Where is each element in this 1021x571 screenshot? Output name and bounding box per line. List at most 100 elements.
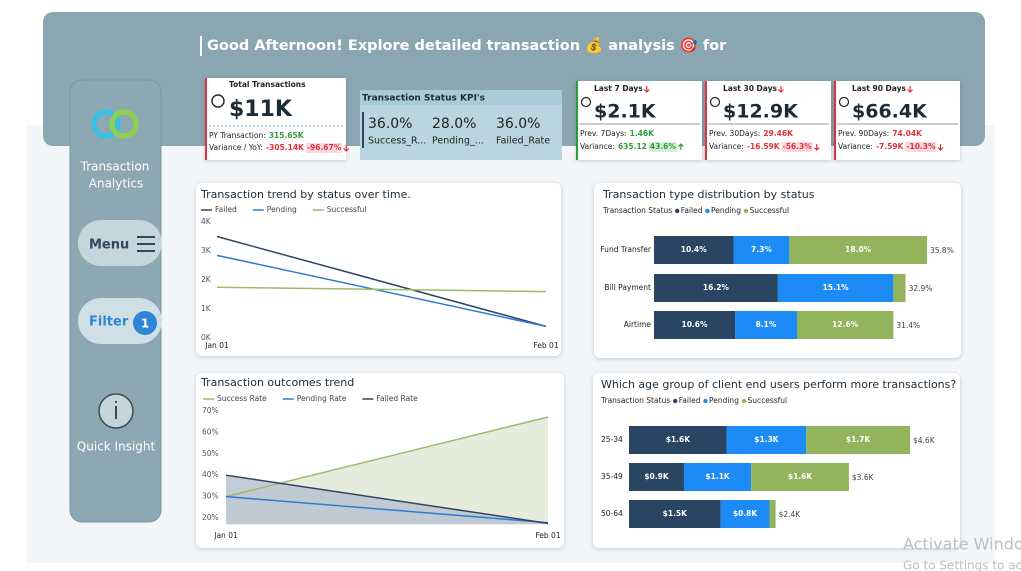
total-label: 32.9% <box>909 284 933 293</box>
bar-segment <box>797 311 894 339</box>
kpi-value: 74.04K <box>892 129 923 138</box>
card-value: $2.1K <box>594 101 657 123</box>
x-tick-label: Feb 01 <box>533 341 558 350</box>
bar-segment <box>733 236 790 264</box>
menu-label[interactable]: Menu <box>89 238 129 253</box>
status-kpi-label: Pending_... <box>432 136 484 147</box>
legend-dot <box>673 398 678 404</box>
menu-button[interactable] <box>78 220 162 266</box>
status-kpi-label: Failed_Rate <box>496 136 550 147</box>
card-value: $12.9K <box>723 101 799 123</box>
card-title: Last 7 Days <box>594 84 643 93</box>
legend-label: Failed <box>215 205 237 214</box>
trend-arrow <box>937 144 944 151</box>
line <box>225 495 549 524</box>
chart-title: Transaction type distribution by status <box>602 188 815 201</box>
bar-segment <box>654 311 736 339</box>
bar-segment <box>769 500 776 528</box>
greeting: Good Afternoon! Explore detailed transac… <box>207 36 727 54</box>
bar-label: 8.1% <box>756 320 777 329</box>
bar-segment <box>789 236 927 264</box>
bar-segment <box>654 274 778 302</box>
chart-title: Transaction outcomes trend <box>200 376 354 389</box>
app-title: Analytics <box>89 177 144 191</box>
status-kpi-title: Transaction Status KPI's <box>362 94 485 104</box>
status-kpi-label: Success_R... <box>368 136 426 147</box>
x-tick-label: Jan 01 <box>204 341 229 350</box>
bar-segment <box>629 500 721 528</box>
y-tick-label: 70% <box>202 406 219 415</box>
kpi-value: -7.59K <box>876 142 905 151</box>
card-title: Total Transactions <box>229 80 306 89</box>
x-tick-label: Feb 01 <box>535 531 560 540</box>
legend-dot <box>743 208 749 214</box>
bar-label: 7.3% <box>751 245 772 254</box>
kpi-value: 1.46K <box>630 129 656 138</box>
kpi-value: 315.65K <box>269 131 305 140</box>
trend-arrow <box>343 145 350 152</box>
kpi-label: Variance: <box>838 142 873 151</box>
watermark: Go to Settings to activate Windows. <box>903 559 1021 571</box>
kpi-label: Variance: <box>709 142 744 151</box>
total-label: $3.6K <box>852 473 875 482</box>
line <box>216 235 547 328</box>
bar-segment <box>806 426 910 454</box>
total-label: $2.4K <box>779 510 802 519</box>
bar-label: $1.7K <box>846 435 872 444</box>
filter-badge[interactable] <box>133 311 157 335</box>
legend-label: Failed <box>681 206 703 215</box>
kpi-label: Prev. 7Days: <box>580 129 627 138</box>
bar-segment <box>720 500 770 528</box>
kpi-value: -16.59K <box>747 142 781 151</box>
bar-segment <box>629 426 727 454</box>
bar-segment <box>726 426 807 454</box>
watermark: Activate Windows <box>903 535 1021 554</box>
bar-label: 10.4% <box>681 245 708 254</box>
bar-label: $0.9K <box>644 472 670 481</box>
status-kpi-value: 36.0% <box>496 116 540 132</box>
legend-title: Transaction Status <box>600 396 670 405</box>
bar-segment <box>777 274 894 302</box>
insight-label[interactable]: Quick Insight <box>77 440 156 454</box>
card-accent <box>705 81 707 160</box>
kpi-label: Variance: <box>580 142 615 151</box>
bar-segment <box>654 236 734 264</box>
bar-label: 12.6% <box>832 320 859 329</box>
legend-label: Pending <box>711 206 741 215</box>
pct-badge <box>905 142 937 152</box>
kpi-value: -305.14K <box>266 143 305 152</box>
status-kpi-accent <box>362 112 364 148</box>
category-label: 35-49 <box>601 472 623 481</box>
trend-arrow <box>907 86 913 93</box>
bar-label: $1.5K <box>663 509 689 518</box>
card-accent <box>205 78 207 160</box>
menu-icon[interactable] <box>137 236 155 252</box>
kpi-value: 635.12 <box>618 142 647 151</box>
category-label: 25-34 <box>601 435 623 444</box>
legend-dot <box>741 398 747 404</box>
filter-label[interactable]: Filter <box>89 315 129 330</box>
y-tick-label: 0K <box>201 333 212 342</box>
legend-label: Pending <box>709 396 739 405</box>
logo <box>109 109 139 139</box>
total-label: $4.6K <box>913 436 936 445</box>
chart-card <box>196 183 561 356</box>
period-card <box>834 81 960 160</box>
legend-label: Pending Rate <box>297 394 347 403</box>
status-kpi-value: 28.0% <box>432 116 476 132</box>
trend-arrow <box>813 144 820 151</box>
bar-label: 16.2% <box>703 283 730 292</box>
y-tick-label: 20% <box>202 513 219 522</box>
trend-arrow <box>677 143 684 150</box>
bar-segment <box>893 274 906 302</box>
y-tick-label: 3K <box>201 246 212 255</box>
filter-count[interactable]: 1 <box>141 317 149 331</box>
bar-label: 10.6% <box>682 320 709 329</box>
bar-segment <box>683 463 752 491</box>
logo <box>91 109 121 139</box>
legend-dot <box>675 208 680 214</box>
bar-label: $1.1K <box>705 472 731 481</box>
bar-label: 18.0% <box>845 245 872 254</box>
card-title: Last 90 Days <box>852 84 906 93</box>
